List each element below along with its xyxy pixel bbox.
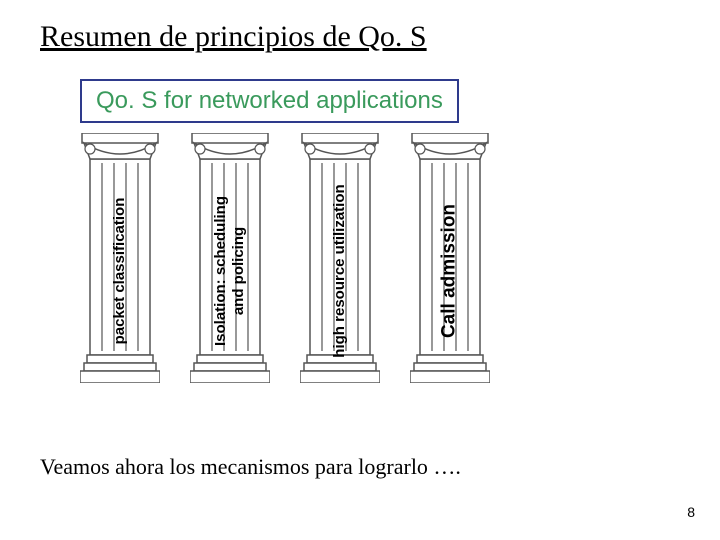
subtitle-text: Qo. S for networked applications [96,87,443,114]
slide-title: Resumen de principios de Qo. S [40,20,680,54]
slide: Resumen de principios de Qo. S Qo. S for… [0,0,720,540]
page-number: 8 [687,504,695,520]
pillar-label-2: high resource utilization [331,181,349,361]
pillar-0: packet classification [80,133,160,383]
pillar-label-3: Call admission [439,203,462,337]
pillar-2: high resource utilization [300,133,380,383]
pillar-label-1: Isolation: scheduling and policing [212,181,248,361]
pillar-3: Call admission [410,133,490,383]
subtitle-box: Qo. S for networked applications [80,79,459,123]
footer-text: Veamos ahora los mecanismos para lograrl… [40,454,461,480]
pillar-label-0: packet classification [111,197,129,344]
pillar-1: Isolation: scheduling and policing [190,133,270,383]
pillars-row: packet classification Isolation: schedul… [80,133,680,383]
